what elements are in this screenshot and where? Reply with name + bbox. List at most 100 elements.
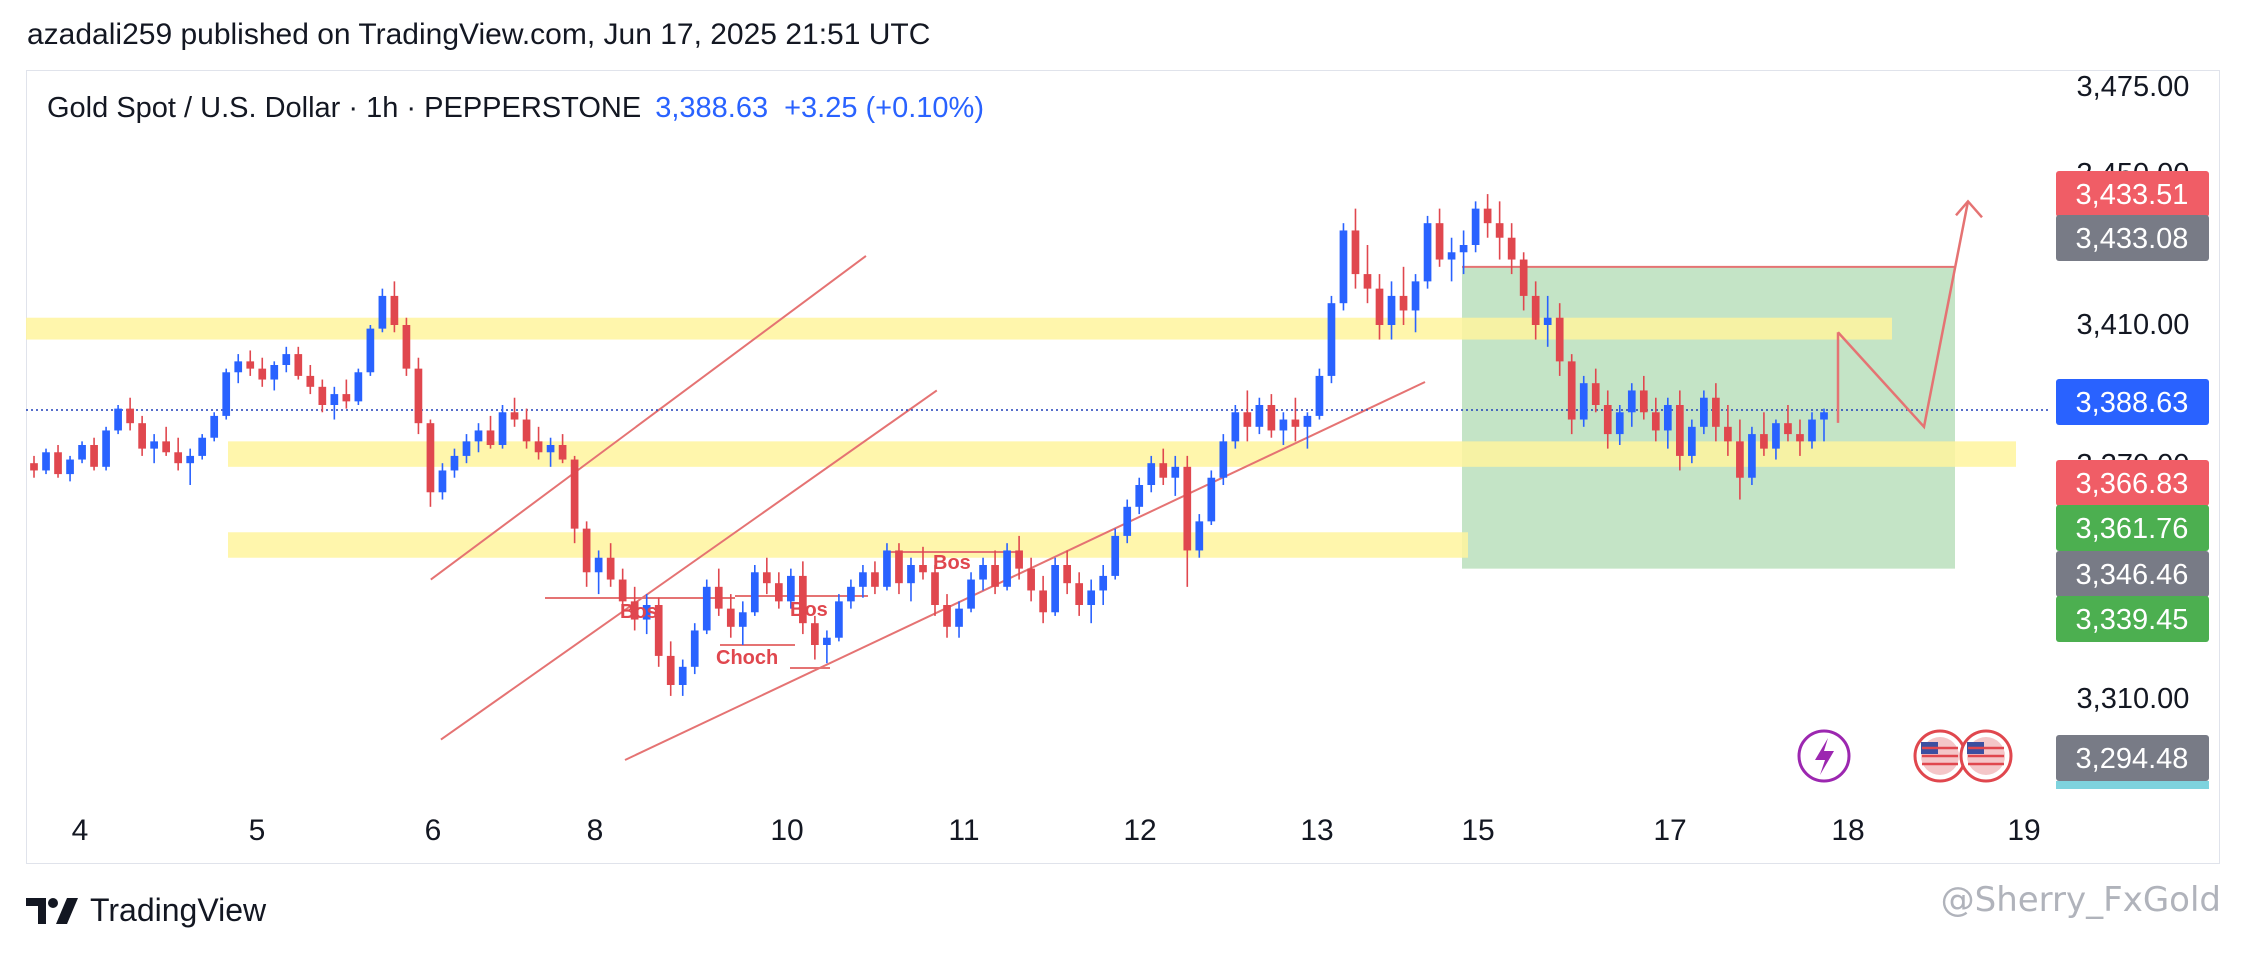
chart-frame[interactable] [26,70,2220,864]
candle-body [1339,230,1348,304]
x-axis-tick-label: 19 [2007,814,2040,847]
candle-body [390,295,399,325]
candle-body [1315,375,1324,416]
candle-body [774,583,783,602]
candle-body [871,572,879,587]
candle-body [847,586,855,602]
candle-body [762,572,771,584]
candle-body [1724,426,1732,442]
projection-arrowhead [1955,199,1983,219]
candle-body [222,372,231,416]
candle-body [1700,397,1708,427]
supply-demand-zone [228,441,2016,467]
candle-body [979,565,987,580]
candle-body [1327,303,1336,376]
candle-body [1483,208,1492,224]
candle-body [678,666,687,685]
candle-body [522,419,531,442]
candle-body [1772,423,1780,449]
candle-body [738,612,747,627]
candle-body [1543,317,1552,325]
candle-body [1423,223,1432,282]
publish-info: azadali259 published on TradingView.com,… [27,18,931,51]
candle-body [282,354,291,365]
candle-body [1603,405,1612,435]
candle-body [1303,415,1312,427]
candle-body [859,572,867,587]
price-label-text: 3,294.48 [2076,743,2189,775]
price-label-badge [2056,460,2209,506]
candle-body [1471,208,1480,245]
candle-body [570,459,579,529]
price-label-text: 3,366.83 [2076,468,2189,500]
price-label-badge [2056,171,2209,217]
price-label-badge [2056,215,2209,261]
candle-body [438,470,447,493]
candle-body [162,441,170,453]
x-axis-tick-label: 15 [1461,814,1494,847]
x-axis-tick-label: 4 [72,814,89,847]
candle-body [450,455,459,471]
candle-body [1027,568,1035,591]
candle-body [174,452,183,464]
last-price: 3,388.63 [655,92,769,124]
candle-body [1760,434,1768,449]
projection-path [1837,201,1970,430]
price-label-badge [2056,735,2209,781]
candle-body [90,445,98,467]
candle-body [1688,426,1696,456]
structure-annotation: Bos [790,599,828,621]
candle-body [1736,441,1744,478]
candle-body [402,325,411,369]
candle-body [234,361,243,373]
price-label-text: 3,346.46 [2076,559,2189,591]
candle-body [306,375,315,387]
x-axis-tick-label: 13 [1300,814,1333,847]
x-axis-tick-label: 10 [770,814,803,847]
candle-body [799,575,807,624]
candle-body [1267,405,1276,431]
candle-body [1712,397,1720,427]
candle-body [1207,477,1216,522]
candle-body [702,586,711,631]
candle-body [546,445,555,453]
candle-body [1531,295,1540,325]
x-axis-tick-label: 18 [1831,814,1864,847]
symbol-legend[interactable]: Gold Spot / U.S. Dollar · 1h · PEPPERSTO… [47,92,984,125]
x-axis-tick-label: 5 [249,814,266,847]
candle-body [955,608,963,627]
lightning-icon [1815,738,1834,775]
candle-body [1615,412,1624,435]
candle-body [991,565,999,587]
candle-body [270,365,279,380]
candle-body [474,430,483,442]
candle-body [811,623,819,645]
candle-body [534,441,543,453]
candle-body [1255,405,1264,427]
y-axis-tick-label: 3,310.00 [2077,683,2190,715]
candle-body [907,565,915,584]
trend-line [624,381,1426,761]
candle-body [1351,230,1360,275]
candle-body [1459,245,1468,253]
candle-body [666,655,675,685]
candle-body [823,637,831,645]
price-label-text: 3,339.45 [2076,604,2189,636]
tradingview-brand[interactable]: TradingView [26,892,266,929]
x-axis-tick-label: 17 [1653,814,1686,847]
x-axis-tick-label: 12 [1123,814,1156,847]
candle-body [150,441,158,449]
candle-body [114,408,122,431]
candle-body [1063,565,1071,584]
candle-body [1796,434,1804,442]
candle-body [1663,405,1672,431]
candle-body [967,579,975,609]
candle-body [1135,485,1144,507]
candle-body [414,368,423,424]
candle-body [1291,419,1300,427]
candle-body [1675,405,1684,456]
candle-body [1411,281,1420,311]
candle-body [558,445,567,460]
candle-body [42,452,50,471]
